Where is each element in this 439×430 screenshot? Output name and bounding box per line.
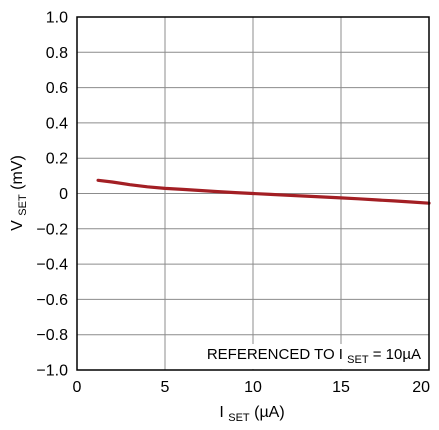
y-axis-label: V SET (mV) (9, 155, 30, 231)
y-tick-label: 1.0 (46, 10, 68, 27)
x-tick-label: 10 (244, 379, 262, 396)
y-tick-label: 0.6 (46, 80, 68, 97)
annotation-subscript: SET (347, 354, 369, 366)
x-tick-label: 5 (161, 379, 170, 396)
x-axis-label-main: I (219, 404, 223, 421)
plot-frame (76, 16, 430, 371)
annotation-prefix: REFERENCED TO I (207, 346, 343, 363)
annotation-suffix: = 10µA (373, 346, 421, 363)
series-layer (96, 178, 431, 205)
x-tick-label: 20 (412, 379, 430, 396)
x-axis-label: I SET (µA) (219, 404, 284, 425)
y-axis-label-subscript: SET (17, 194, 29, 216)
series-line (96, 178, 431, 205)
x-tick-label: 0 (73, 379, 82, 396)
y-tick-label: −0.6 (36, 292, 68, 309)
y-tick-label: −0.8 (36, 327, 68, 344)
x-axis-tick-labels: 0 5 10 15 20 (73, 379, 431, 396)
x-tick-label: 15 (332, 379, 350, 396)
y-tick-label: −0.4 (36, 257, 68, 274)
y-axis-label-units: (mV) (9, 155, 26, 190)
y-tick-label: 0 (59, 186, 68, 203)
annotation-background (202, 344, 425, 369)
annotation-text: REFERENCED TO I SET = 10µA (207, 346, 421, 367)
y-axis-label-main: V (9, 220, 26, 231)
x-axis-label-units: (µA) (254, 404, 285, 421)
y-tick-label: 0.2 (46, 151, 68, 168)
y-tick-label: 0.8 (46, 45, 68, 62)
y-tick-label: 0.4 (46, 115, 68, 132)
y-tick-label: −0.2 (36, 221, 68, 238)
x-axis-label-subscript: SET (228, 412, 250, 424)
annotation: REFERENCED TO I SET = 10µA (202, 344, 425, 369)
y-axis-tick-labels: 1.0 0.8 0.6 0.4 0.2 0 −0.2 −0.4 −0.6 −0.8 −1.0 (36, 10, 68, 380)
y-tick-label: −1.0 (36, 363, 68, 380)
